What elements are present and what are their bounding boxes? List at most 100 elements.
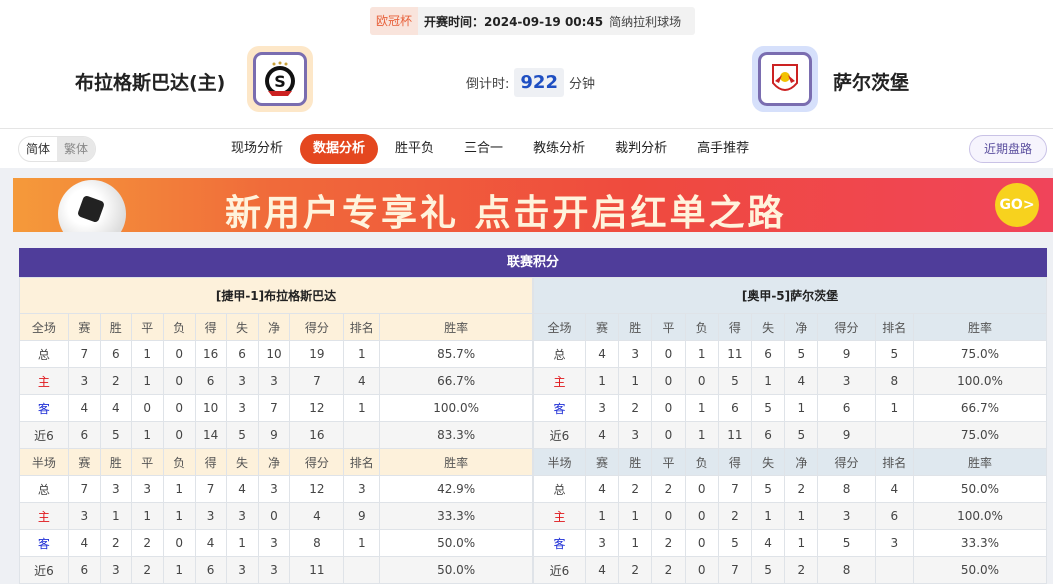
header-row: 全场赛胜平负得失净得分 排名 胜率: [533, 313, 1048, 341]
column-header: 胜率: [912, 448, 1048, 476]
column-header: 赛: [67, 313, 101, 341]
column-header: 胜: [618, 313, 653, 341]
tab-3[interactable]: 三合一: [464, 141, 504, 156]
table-cell: 3: [67, 502, 101, 530]
table-cell: 4: [194, 529, 227, 557]
table-row: 近6 4 3 0 1 11 6 5 9 75.0%: [533, 421, 1048, 449]
table-cell: 1: [225, 529, 259, 557]
countdown-unit: 分钟: [568, 77, 595, 92]
table-cell: 2: [99, 367, 132, 395]
column-header: 赛: [67, 448, 101, 476]
table-cell: 1: [130, 421, 164, 449]
nav-bar: 简体 繁体 现场分析 数据分析 胜平负 三合一 教练分析 裁判分析 高手推荐 近期盘路: [0, 128, 1053, 168]
home-team-name[interactable]: 布拉格斯巴达(主): [75, 72, 226, 94]
column-header: 得分: [289, 448, 345, 476]
table-cell: [874, 421, 914, 449]
table-cell: 2: [99, 529, 132, 557]
table-cell: 客: [19, 394, 69, 422]
table-cell: 4: [784, 367, 819, 395]
tab-4[interactable]: 教练分析: [533, 141, 586, 156]
table-cell: 5: [751, 394, 786, 422]
competition-badge[interactable]: 欧冠杯: [370, 7, 419, 35]
table-cell: 0: [651, 394, 686, 422]
tab-0[interactable]: 现场分析: [231, 141, 284, 156]
table-row: 主 3 1 1 1 3 3 0 4 9 33.3%: [19, 502, 533, 530]
table-cell: 1: [618, 529, 653, 557]
table-cell: 近6: [533, 556, 586, 584]
table-cell: 3: [99, 475, 132, 503]
lang-simplified[interactable]: 简体: [26, 142, 51, 156]
column-header: 净: [257, 448, 291, 476]
table-cell: 1: [99, 502, 132, 530]
table-cell: 7: [717, 475, 753, 503]
table-cell: 2: [651, 529, 686, 557]
table-cell: 0: [684, 529, 719, 557]
go-button[interactable]: GO>: [995, 183, 1039, 227]
lang-traditional[interactable]: 繁体: [57, 137, 96, 161]
table-cell: 主: [19, 502, 69, 530]
recent-handicap-button[interactable]: 近期盘路: [968, 135, 1047, 163]
table-cell: [343, 421, 381, 449]
table-cell: 66.7%: [379, 367, 533, 395]
table-cell: 6: [67, 421, 101, 449]
column-header: 胜率: [912, 313, 1048, 341]
table-cell: 3: [584, 529, 620, 557]
header-row: 半场赛胜平负得失净得分 排名 胜率: [19, 448, 533, 476]
table-cell: 100.0%: [379, 394, 533, 422]
table-cell: 总: [19, 475, 69, 503]
tab-1[interactable]: 数据分析: [300, 134, 379, 164]
table-cell: 总: [533, 475, 586, 503]
table-cell: 0: [257, 502, 291, 530]
table-cell: 1: [784, 502, 819, 530]
column-header: 胜: [99, 448, 132, 476]
table-cell: 2: [717, 502, 753, 530]
match-info: 欧冠杯 开赛时间：2024-09-19 00:45 简纳拉利球场: [370, 7, 696, 35]
home-team-logo[interactable]: S: [247, 46, 313, 112]
table-cell: 100.0%: [912, 502, 1048, 530]
tab-6[interactable]: 高手推荐: [697, 141, 750, 156]
table-cell: 50.0%: [379, 556, 533, 584]
table-cell: 3: [130, 475, 164, 503]
table-cell: 19: [289, 340, 345, 368]
table-cell: 5: [99, 421, 132, 449]
away-team-name[interactable]: 萨尔茨堡: [833, 72, 910, 94]
table-row: 总 7 3 3 1 7 4 3 12 3 42.9%: [19, 475, 533, 503]
table-cell: 主: [533, 502, 586, 530]
countdown-label: 倒计时:: [466, 77, 510, 92]
column-header: 排名: [343, 313, 381, 341]
table-row: 主 1 1 0 0 5 1 4 3 8 100.0%: [533, 367, 1048, 395]
column-header: 半场: [533, 448, 586, 476]
table-cell: 3: [194, 502, 227, 530]
table-cell: 50.0%: [912, 475, 1048, 503]
table-cell: 2: [651, 556, 686, 584]
banner-text: 新用户专享礼 点击开启红单之路: [225, 193, 787, 232]
match-header: 欧冠杯 开赛时间：2024-09-19 00:45 简纳拉利球场 布拉格斯巴达(…: [0, 0, 1053, 128]
table-row: 主 3 2 1 0 6 3 3 7 4 66.7%: [19, 367, 533, 395]
table-cell: 主: [19, 367, 69, 395]
table-cell: 1: [343, 394, 381, 422]
tab-5[interactable]: 裁判分析: [615, 141, 668, 156]
table-cell: 1: [584, 367, 620, 395]
table-cell: 1: [784, 529, 819, 557]
table-cell: 8: [817, 475, 876, 503]
table-cell: 11: [289, 556, 345, 584]
column-header: 胜: [99, 313, 132, 341]
table-cell: 1: [784, 394, 819, 422]
table-cell: 4: [67, 394, 101, 422]
column-header: 排名: [874, 448, 914, 476]
table-cell: 6: [717, 394, 753, 422]
table-cell: 客: [19, 529, 69, 557]
away-team-logo[interactable]: [752, 46, 818, 112]
table-cell: 5: [784, 340, 819, 368]
promo-banner[interactable]: 新用户专享礼 点击开启红单之路 GO>: [13, 178, 1053, 232]
column-header: 失: [751, 313, 786, 341]
language-toggle: 简体 繁体: [18, 136, 97, 162]
table-cell: 2: [130, 556, 164, 584]
table-cell: 1: [584, 502, 620, 530]
table-cell: 3: [817, 367, 876, 395]
tab-2[interactable]: 胜平负: [395, 141, 435, 156]
column-header: 赛: [584, 448, 620, 476]
table-cell: 5: [717, 529, 753, 557]
table-cell: 6: [99, 340, 132, 368]
table-cell: 5: [817, 529, 876, 557]
